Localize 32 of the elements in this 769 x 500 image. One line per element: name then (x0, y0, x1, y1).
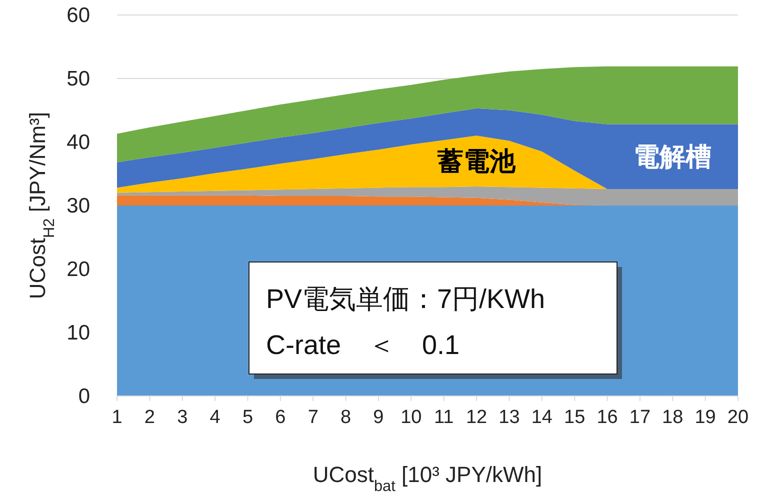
x-tick-label: 15 (564, 407, 586, 428)
x-tick-label: 7 (308, 407, 318, 428)
x-tick-label: 20 (727, 407, 749, 428)
x-tick-label: 12 (466, 407, 488, 428)
y-tick-label: 40 (66, 131, 90, 154)
x-tick-label: 5 (242, 407, 254, 428)
series-label: 電解槽 (634, 142, 712, 172)
x-tick-label: 4 (210, 407, 221, 428)
x-tick-label: 19 (694, 407, 716, 428)
x-tick-label: 18 (662, 407, 684, 428)
y-tick-label: 50 (66, 68, 90, 90)
x-tick-label: 10 (400, 407, 422, 428)
x-tick-label: 3 (177, 407, 188, 428)
x-tick-label: 1 (112, 407, 122, 428)
y-tick-label: 0 (78, 385, 90, 408)
x-tick-label: 11 (434, 407, 454, 428)
y-tick-label: 30 (66, 194, 90, 218)
series-label: 蓄電池 (436, 146, 517, 176)
x-tick-label: 2 (144, 407, 155, 428)
x-tick-label: 8 (340, 407, 352, 428)
x-tick-label: 14 (531, 407, 553, 428)
x-tick-label: 17 (629, 407, 651, 428)
y-tick-label: 60 (66, 4, 90, 27)
annotation: C-rate ＜ 0.1 (266, 330, 460, 360)
x-tick-label: 13 (498, 407, 520, 428)
x-tick-label: 9 (373, 407, 384, 428)
y-tick-label: 20 (66, 258, 90, 281)
x-tick-label: 16 (596, 407, 618, 428)
x-axis-title: UCost$_{bat}$ [10³ JPY/kWh] (312, 462, 542, 494)
annotation: PV電気単価：7円/KWh (266, 284, 546, 314)
y-tick-label: 10 (66, 322, 90, 344)
x-tick-label: 6 (275, 407, 286, 428)
